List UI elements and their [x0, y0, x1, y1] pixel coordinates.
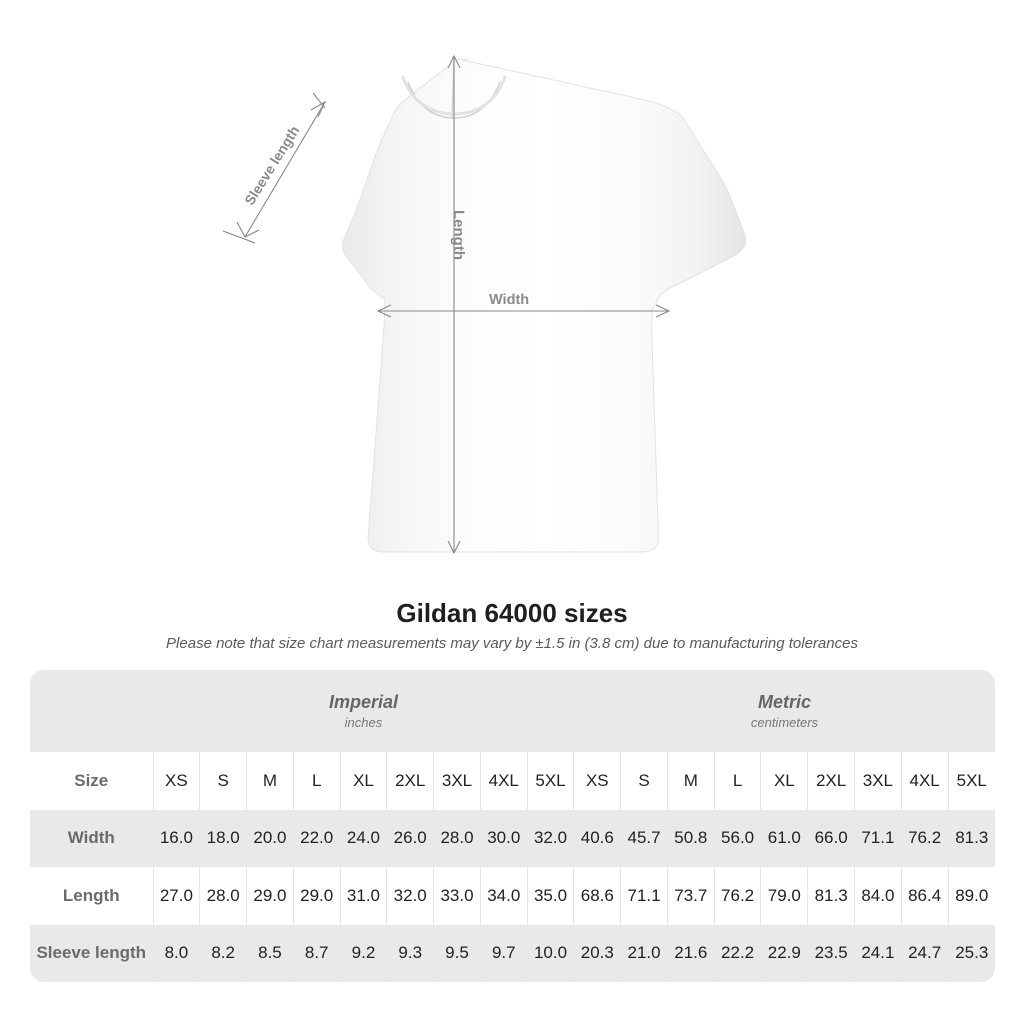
svg-text:Width: Width: [489, 292, 529, 308]
svg-text:Sleeve length: Sleeve length: [241, 123, 302, 208]
svg-text:Length: Length: [450, 210, 467, 260]
